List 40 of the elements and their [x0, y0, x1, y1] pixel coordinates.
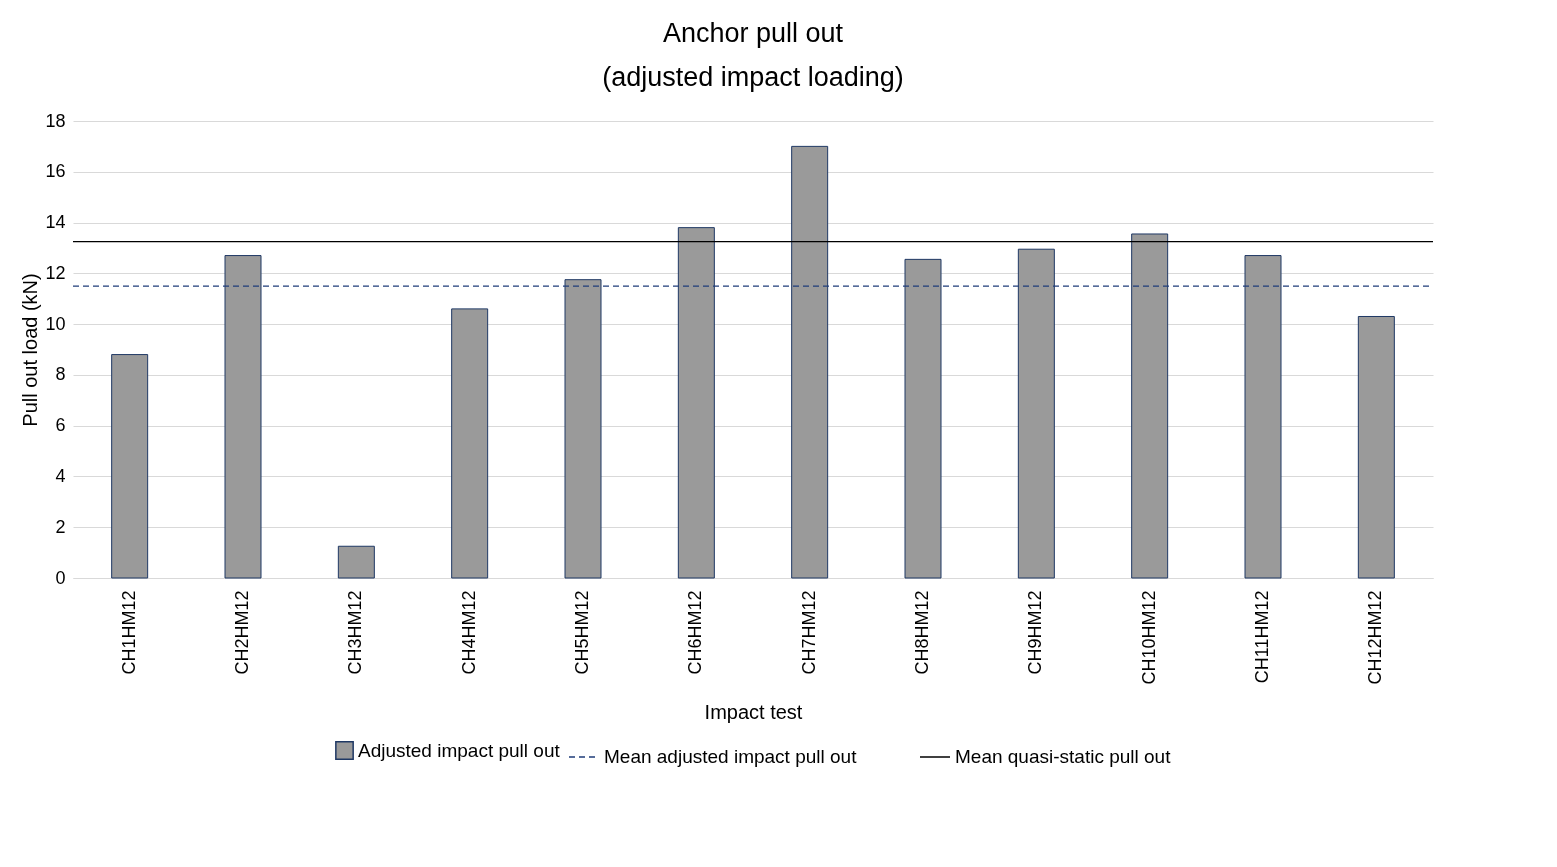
y-tick-label: 2 [55, 516, 66, 537]
bar [337, 545, 375, 579]
y-tick-label: 4 [55, 465, 66, 486]
x-tick-label: CH6HM12 [685, 590, 706, 675]
chart-title: Anchor pull out (adjusted impact loading) [602, 18, 904, 92]
y-tick-label: 12 [45, 262, 66, 283]
bar [904, 258, 942, 579]
y-axis-title: Pull out load (kN) [19, 273, 42, 427]
bar [791, 145, 829, 579]
y-tick-label: 6 [55, 415, 66, 436]
legend-label: Mean quasi-static pull out [955, 746, 1172, 767]
legend-label: Mean adjusted impact pull out [604, 746, 858, 767]
x-axis-title: Impact test [704, 700, 803, 723]
x-tick-label: CH12HM12 [1365, 590, 1386, 685]
y-tick-label: 14 [45, 212, 66, 233]
x-tick-label: CH9HM12 [1025, 590, 1046, 675]
y-tick-label: 16 [45, 161, 66, 182]
bar [1244, 255, 1282, 579]
x-tick-label: CH8HM12 [912, 590, 932, 675]
y-tick-label: 10 [45, 313, 66, 334]
x-tick-label: CH1HM12 [118, 590, 139, 675]
x-tick-label: CH3HM12 [345, 590, 366, 675]
x-tick-label: CH4HM12 [458, 590, 479, 675]
x-tick-label: CH11HM12 [1252, 590, 1272, 684]
legend-label: Adjusted impact pull out [358, 739, 561, 761]
x-tick-label: CH2HM12 [232, 590, 252, 675]
y-tick-label: 0 [55, 567, 66, 588]
bar [1017, 248, 1055, 579]
bar [1131, 233, 1169, 579]
bar [224, 255, 262, 579]
bar [677, 227, 715, 579]
y-tick-label: 18 [45, 110, 66, 131]
y-tick-label: 8 [55, 364, 66, 385]
x-tick-label: CH10HM12 [1138, 590, 1159, 685]
bar [451, 308, 489, 579]
x-tick-label: CH7HM12 [798, 590, 819, 675]
x-tick-label: CH5HM12 [572, 590, 592, 675]
bar [1357, 315, 1395, 579]
bar [564, 279, 602, 579]
bar [111, 354, 149, 579]
